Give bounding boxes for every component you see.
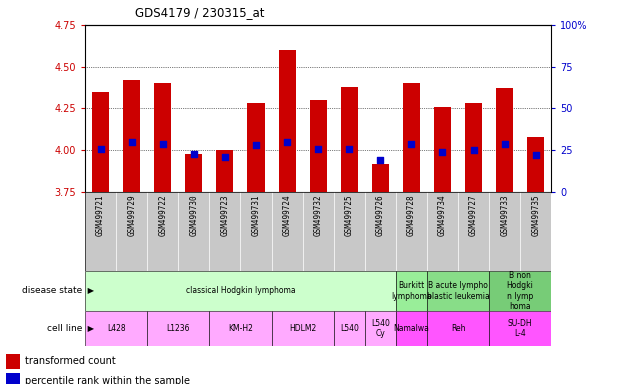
Bar [496,88,513,192]
Text: GSM499724: GSM499724 [283,194,292,236]
Point [158,141,168,147]
Bar [272,311,334,346]
Text: GSM499733: GSM499733 [500,194,509,236]
Text: Reh: Reh [450,324,466,333]
Bar [309,100,327,192]
Text: GSM499727: GSM499727 [469,194,478,236]
Text: HDLM2: HDLM2 [289,324,316,333]
Point [282,139,292,145]
Point [375,157,386,163]
Text: GSM499730: GSM499730 [190,194,198,236]
Text: transformed count: transformed count [25,356,116,366]
Text: ▶: ▶ [85,286,94,295]
Text: KM-H2: KM-H2 [228,324,253,333]
Bar [116,192,147,271]
Text: percentile rank within the sample: percentile rank within the sample [25,376,190,384]
Bar [302,192,334,271]
Bar [85,192,116,271]
Bar [248,103,265,192]
Text: GSM499726: GSM499726 [376,194,385,236]
Bar [365,311,396,346]
Point [313,146,323,152]
Bar [403,83,420,192]
Point [344,146,354,152]
Bar [272,192,302,271]
Point [189,151,199,157]
Text: GSM499722: GSM499722 [158,194,167,236]
Bar [527,137,544,192]
Bar [489,311,551,346]
Text: GSM499731: GSM499731 [251,194,260,236]
Text: GSM499725: GSM499725 [345,194,353,236]
Text: GDS4179 / 230315_at: GDS4179 / 230315_at [135,6,265,19]
Text: cell line: cell line [47,324,82,333]
Bar [427,311,489,346]
Bar [85,271,396,311]
Bar [178,192,209,271]
Text: disease state: disease state [21,286,82,295]
Bar [489,271,551,311]
Point [127,139,137,145]
Point [251,142,261,148]
Bar [216,150,234,192]
Text: GSM499721: GSM499721 [96,194,105,236]
Bar [427,271,489,311]
Bar [147,311,209,346]
Text: L540: L540 [340,324,358,333]
Bar [147,192,178,271]
Text: GSM499735: GSM499735 [531,194,540,236]
Bar [434,107,451,192]
Bar [520,192,551,271]
Text: GSM499734: GSM499734 [438,194,447,236]
Bar [154,83,171,192]
Bar [6,354,20,369]
Bar [427,192,458,271]
Bar [489,192,520,271]
Bar [85,311,147,346]
Bar [396,311,427,346]
Point [220,154,230,160]
Point [530,152,541,158]
Bar [396,192,427,271]
Bar [185,154,202,192]
Bar [209,192,241,271]
Bar [209,311,272,346]
Bar [458,192,489,271]
Text: SU-DH
L-4: SU-DH L-4 [508,319,532,338]
Text: Namalwa: Namalwa [394,324,429,333]
Bar [341,87,358,192]
Bar [365,192,396,271]
Bar [396,271,427,311]
Text: GSM499723: GSM499723 [220,194,229,236]
Bar [465,103,482,192]
Bar [278,50,295,192]
Bar [241,192,272,271]
Text: Burkitt
lymphoma: Burkitt lymphoma [391,281,432,301]
Text: GSM499732: GSM499732 [314,194,323,236]
Point [406,141,416,147]
Text: ▶: ▶ [85,324,94,333]
Point [469,147,479,153]
Text: classical Hodgkin lymphoma: classical Hodgkin lymphoma [186,286,295,295]
Bar [123,80,140,192]
Bar [92,92,109,192]
Text: L540
Cy: L540 Cy [371,319,390,338]
Point [500,141,510,147]
Text: B non
Hodgki
n lymp
homa: B non Hodgki n lymp homa [507,271,534,311]
Bar [334,311,365,346]
Text: GSM499729: GSM499729 [127,194,136,236]
Point [437,149,447,155]
Text: L428: L428 [107,324,125,333]
Text: GSM499728: GSM499728 [407,194,416,236]
Bar [372,164,389,192]
Text: L1236: L1236 [166,324,190,333]
Bar [334,192,365,271]
Text: B acute lympho
blastic leukemia: B acute lympho blastic leukemia [427,281,490,301]
Point [96,146,106,152]
Bar [6,373,20,384]
